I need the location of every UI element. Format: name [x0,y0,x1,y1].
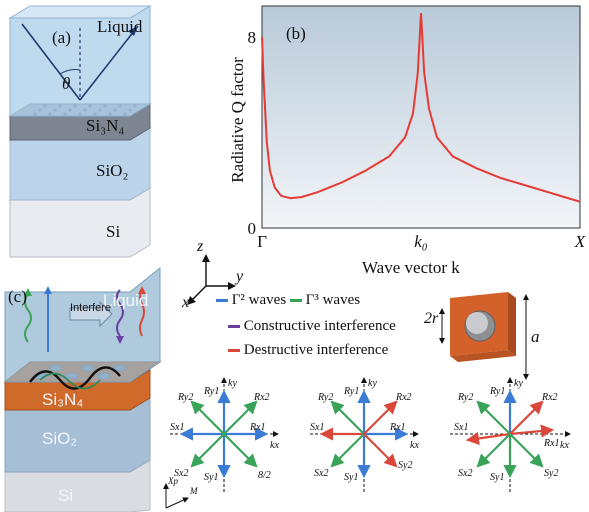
x-tick-label: k₀ [414,232,428,251]
d2-sy2: Sy2 [398,460,412,471]
d3-kx: kx [560,440,569,451]
sio2-label-c: SiO₂ [42,429,77,448]
d2-ry2: Ry2 [317,392,333,403]
d3-sx2: Sx2 [458,468,472,479]
wave-vector-diagrams: ky kx Ry1 Ry2 Rx2 Rx1 Sx1 Sx2 Sy1 8/2 ky… [163,377,571,509]
d1-sx2: Sx2 [174,468,188,479]
unit-cell [439,292,529,380]
chart-curve-layer [261,13,581,203]
liquid-label-c: Liquid [103,291,149,310]
d1-ky: ky [228,378,237,389]
incident-ray [21,23,81,101]
panel-a-label: (a) [52,28,71,47]
si-label-c: Si [58,486,74,505]
axis-y-label: y [236,268,244,285]
d3-ry2: Ry2 [457,392,473,403]
axis-z-label: z [197,238,204,255]
d3-ky: ky [514,378,523,389]
y-axis-label: Radiative Q factor [228,57,247,183]
wave-interfere-purple [116,289,124,337]
d1-kx: kx [270,440,279,451]
d2-sx2: Sx2 [314,468,328,479]
diagram-3 [450,377,571,492]
d2-kx: kx [410,440,419,451]
x-axis-label: Wave vector k [362,258,460,277]
x-tick-label: Γ [257,232,267,251]
d1-rx2: Rx2 [253,392,270,403]
diagram-2 [310,377,419,492]
d1-ry2: Ry2 [177,392,193,403]
theta-label: θ [62,74,71,93]
unit-cell-r-label: 2r [424,310,439,327]
d2-ky: ky [368,378,377,389]
panel-c-stack [3,266,162,512]
y-tick-label: 8 [248,28,257,47]
panel-b-label: (b) [286,24,306,43]
legend-destructive: Destructive interference [243,342,389,358]
si3n4-label-a: Si₃N₄ [86,116,125,135]
legend-swatch-red [228,349,240,353]
interfere-label: Interfere [70,302,111,314]
d3-sy2: Sy2 [544,468,558,479]
unit-cell-a-label: a [531,327,540,346]
si-label-a: Si [106,222,121,241]
legend-row-destructive: Destructive interference [228,342,388,359]
d3-rx2: Rx2 [541,392,558,403]
axis-x-label: x [182,294,190,311]
coordinate-axes [187,254,236,305]
legend-row-constructive: Constructive interference [228,318,396,335]
d3-sy1: Sy1 [490,472,504,483]
d2-rx1: Rx1 [389,422,406,433]
d1-sy1: Sy1 [204,472,218,483]
y-tick-label: 0 [248,219,257,238]
interfere-arrow [69,300,113,328]
ray-arrowhead [128,26,138,36]
d2-sx1: Sx1 [310,422,324,433]
plot-area [261,5,581,229]
x-tick-label: X [574,232,586,251]
legend-gamma3: Γ³ waves [305,292,361,308]
d3-ry1: Ry1 [489,386,505,397]
legend-gamma2: Γ² waves [231,292,287,308]
d1-s82: 8/2 [258,470,271,481]
legend-swatch-green [289,299,302,303]
d1-ry1: Ry1 [203,386,219,397]
sio2-label-a: SiO₂ [96,161,129,180]
legend-row-waves: Γ² waves Γ³ waves [216,292,360,309]
legend-constructive: Constructive interference [243,318,396,334]
panel-a-stack [8,5,152,258]
q-factor-series-line [261,13,581,203]
d3-sx1: Sx1 [454,422,468,433]
legend-swatch-blue [216,299,228,303]
diagram-1 [170,377,279,492]
panel-c-label: (c) [8,287,27,306]
d1-sx1: Sx1 [170,422,184,433]
corner-xp: Xp [167,476,178,486]
wave-interfere-red [139,289,145,337]
d2-rx2: Rx2 [395,392,412,403]
reflected-ray [79,25,139,101]
d1-rx1: Rx1 [249,422,266,433]
d3-rx1: Rx1 [543,438,560,449]
wave-up-green [24,293,32,343]
si3n4-label-c: Si₃N₄ [42,390,84,409]
liquid-layer-c [4,266,161,383]
liquid-label-a: Liquid [97,17,143,36]
guided-wave [29,366,121,390]
d2-sy1: Sy1 [344,472,358,483]
legend-swatch-purple [228,325,240,329]
d2-ry1: Ry1 [343,386,359,397]
corner-m: M [189,486,198,496]
